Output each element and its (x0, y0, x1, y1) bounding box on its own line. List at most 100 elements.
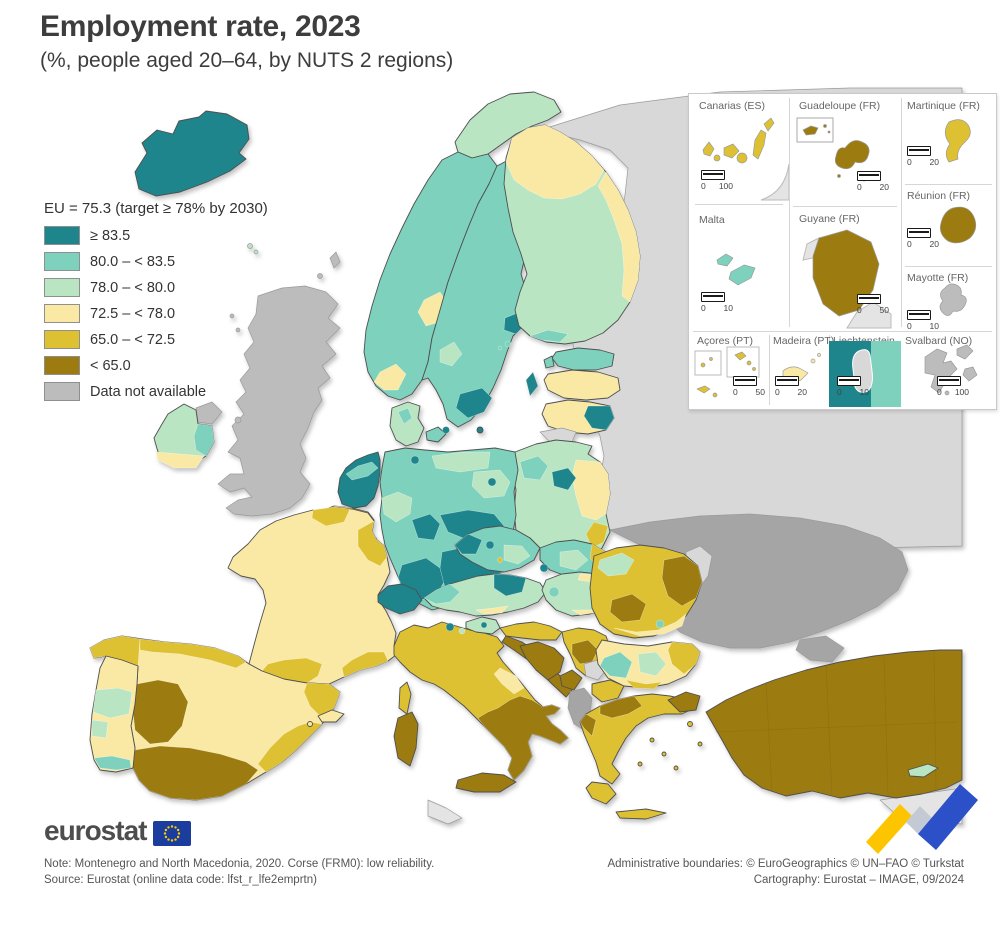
inset-label-malta: Malta (699, 214, 725, 226)
region-estonia (543, 347, 615, 371)
region-austria (423, 573, 547, 617)
scale-bar-icon (907, 310, 931, 320)
legend-label: ≥ 83.5 (90, 227, 131, 244)
scale-max: 10 (929, 321, 939, 331)
legend-swatch (44, 330, 80, 349)
legend-swatch (44, 382, 80, 401)
divider (905, 184, 992, 185)
scale-max: 20 (879, 182, 889, 192)
legend-eu-value: EU = 75.3 (target ≥ 78% by 2030) (44, 200, 268, 217)
legend-item: Data not available (44, 382, 268, 401)
scale-min: 0 (701, 181, 706, 191)
source-note: Source: Eurostat (online data code: lfst… (44, 874, 317, 886)
legend-item: ≥ 83.5 (44, 226, 268, 245)
region-czechia (454, 525, 541, 573)
legend-swatch (44, 356, 80, 375)
divider (901, 98, 902, 327)
region-netherlands (337, 451, 381, 509)
scale-max: 20 (929, 239, 939, 249)
scale-min: 0 (775, 387, 780, 397)
scale-max: 20 (797, 387, 807, 397)
scale-max: 50 (755, 387, 765, 397)
inset-scale-malta: 0 10 (701, 292, 733, 313)
inset-label-martinique: Martinique (FR) (907, 100, 980, 112)
inset-scale-acores: 0 50 (733, 376, 765, 397)
region-lithuania (541, 399, 615, 435)
cartography-note: Cartography: Eurostat – IMAGE, 09/2024 (753, 874, 964, 886)
inset-panel: Canarias (ES) 0 100 Malta 0 10 Guadeloupe … (688, 93, 997, 410)
divider (693, 331, 992, 332)
footnote: Note: Montenegro and North Macedonia, 20… (44, 858, 435, 870)
region-germany (379, 447, 519, 611)
legend-swatch (44, 304, 80, 323)
region-faroe-islands (247, 243, 259, 255)
page-title: Employment rate, 2023 (40, 10, 361, 43)
divider (905, 266, 992, 267)
scale-max: 20 (929, 157, 939, 167)
inset-map-malta (716, 253, 756, 286)
inset-map-svalbard (924, 344, 978, 396)
inset-map-reunion (939, 206, 977, 244)
scale-min: 0 (907, 321, 912, 331)
region-portugal (89, 655, 139, 773)
legend-label: 65.0 – < 72.5 (90, 331, 176, 348)
scale-bar-icon (857, 171, 881, 181)
scale-bar-icon (907, 146, 931, 156)
scale-min: 0 (837, 387, 842, 397)
region-cyprus (907, 763, 939, 778)
inset-scale-madeira: 0 20 (775, 376, 807, 397)
legend-label: 80.0 – < 83.5 (90, 253, 176, 270)
region-finland (497, 124, 641, 351)
divider (793, 206, 897, 207)
scale-min: 0 (937, 387, 942, 397)
scale-min: 0 (733, 387, 738, 397)
inset-scale-martinique: 0 20 (907, 146, 939, 167)
scale-bar-icon (775, 376, 799, 386)
inset-scale-reunion: 0 20 (907, 228, 939, 249)
legend-swatch (44, 278, 80, 297)
inset-scale-svalbard: 0 100 (937, 376, 969, 397)
map-legend: EU = 75.3 (target ≥ 78% by 2030) ≥ 83.5 … (44, 200, 268, 408)
inset-scale-guyane: 0 50 (857, 294, 889, 315)
scale-bar-icon (907, 228, 931, 238)
divider (789, 98, 790, 327)
inset-scale-mayotte: 0 10 (907, 310, 939, 331)
scale-min: 0 (701, 303, 706, 313)
inset-map-canarias (702, 117, 789, 201)
region-spain (89, 635, 345, 801)
legend-item: < 65.0 (44, 356, 268, 375)
legend-swatch (44, 226, 80, 245)
legend-label: Data not available (90, 383, 207, 400)
region-uk (217, 251, 341, 517)
legend-item: 78.0 – < 80.0 (44, 278, 268, 297)
region-bosnia (519, 641, 565, 681)
scale-max: 100 (718, 181, 733, 191)
region-romania (589, 544, 703, 639)
boundaries-note: Administrative boundaries: © EuroGeograp… (607, 858, 964, 870)
inset-scale-guadeloupe: 0 20 (857, 171, 889, 192)
legend-label: < 65.0 (90, 357, 131, 374)
image-corner-logo-icon (866, 784, 978, 854)
legend-label: 72.5 – < 78.0 (90, 305, 176, 322)
region-montenegro (559, 669, 583, 691)
inset-label-acores: Açores (PT) (697, 335, 754, 347)
inset-label-mayotte: Mayotte (FR) (907, 272, 969, 284)
eurostat-logo: eurostat (44, 815, 192, 847)
scale-bar-icon (857, 294, 881, 304)
scale-bar-icon (837, 376, 861, 386)
scale-min: 0 (857, 305, 862, 315)
inset-map-acores (694, 346, 760, 398)
inset-scale-liechtenstein: 0 10 (837, 376, 869, 397)
eurostat-logo-text: eurostat (44, 815, 147, 846)
legend-item: 72.5 – < 78.0 (44, 304, 268, 323)
scale-bar-icon (701, 292, 725, 302)
eu-flag-icon (153, 820, 192, 846)
region-france (227, 506, 412, 715)
region-greece (579, 693, 703, 820)
scale-max: 50 (879, 305, 889, 315)
divider (769, 335, 770, 405)
region-ireland (153, 403, 215, 469)
legend-item: 80.0 – < 83.5 (44, 252, 268, 271)
region-iceland (134, 110, 250, 197)
